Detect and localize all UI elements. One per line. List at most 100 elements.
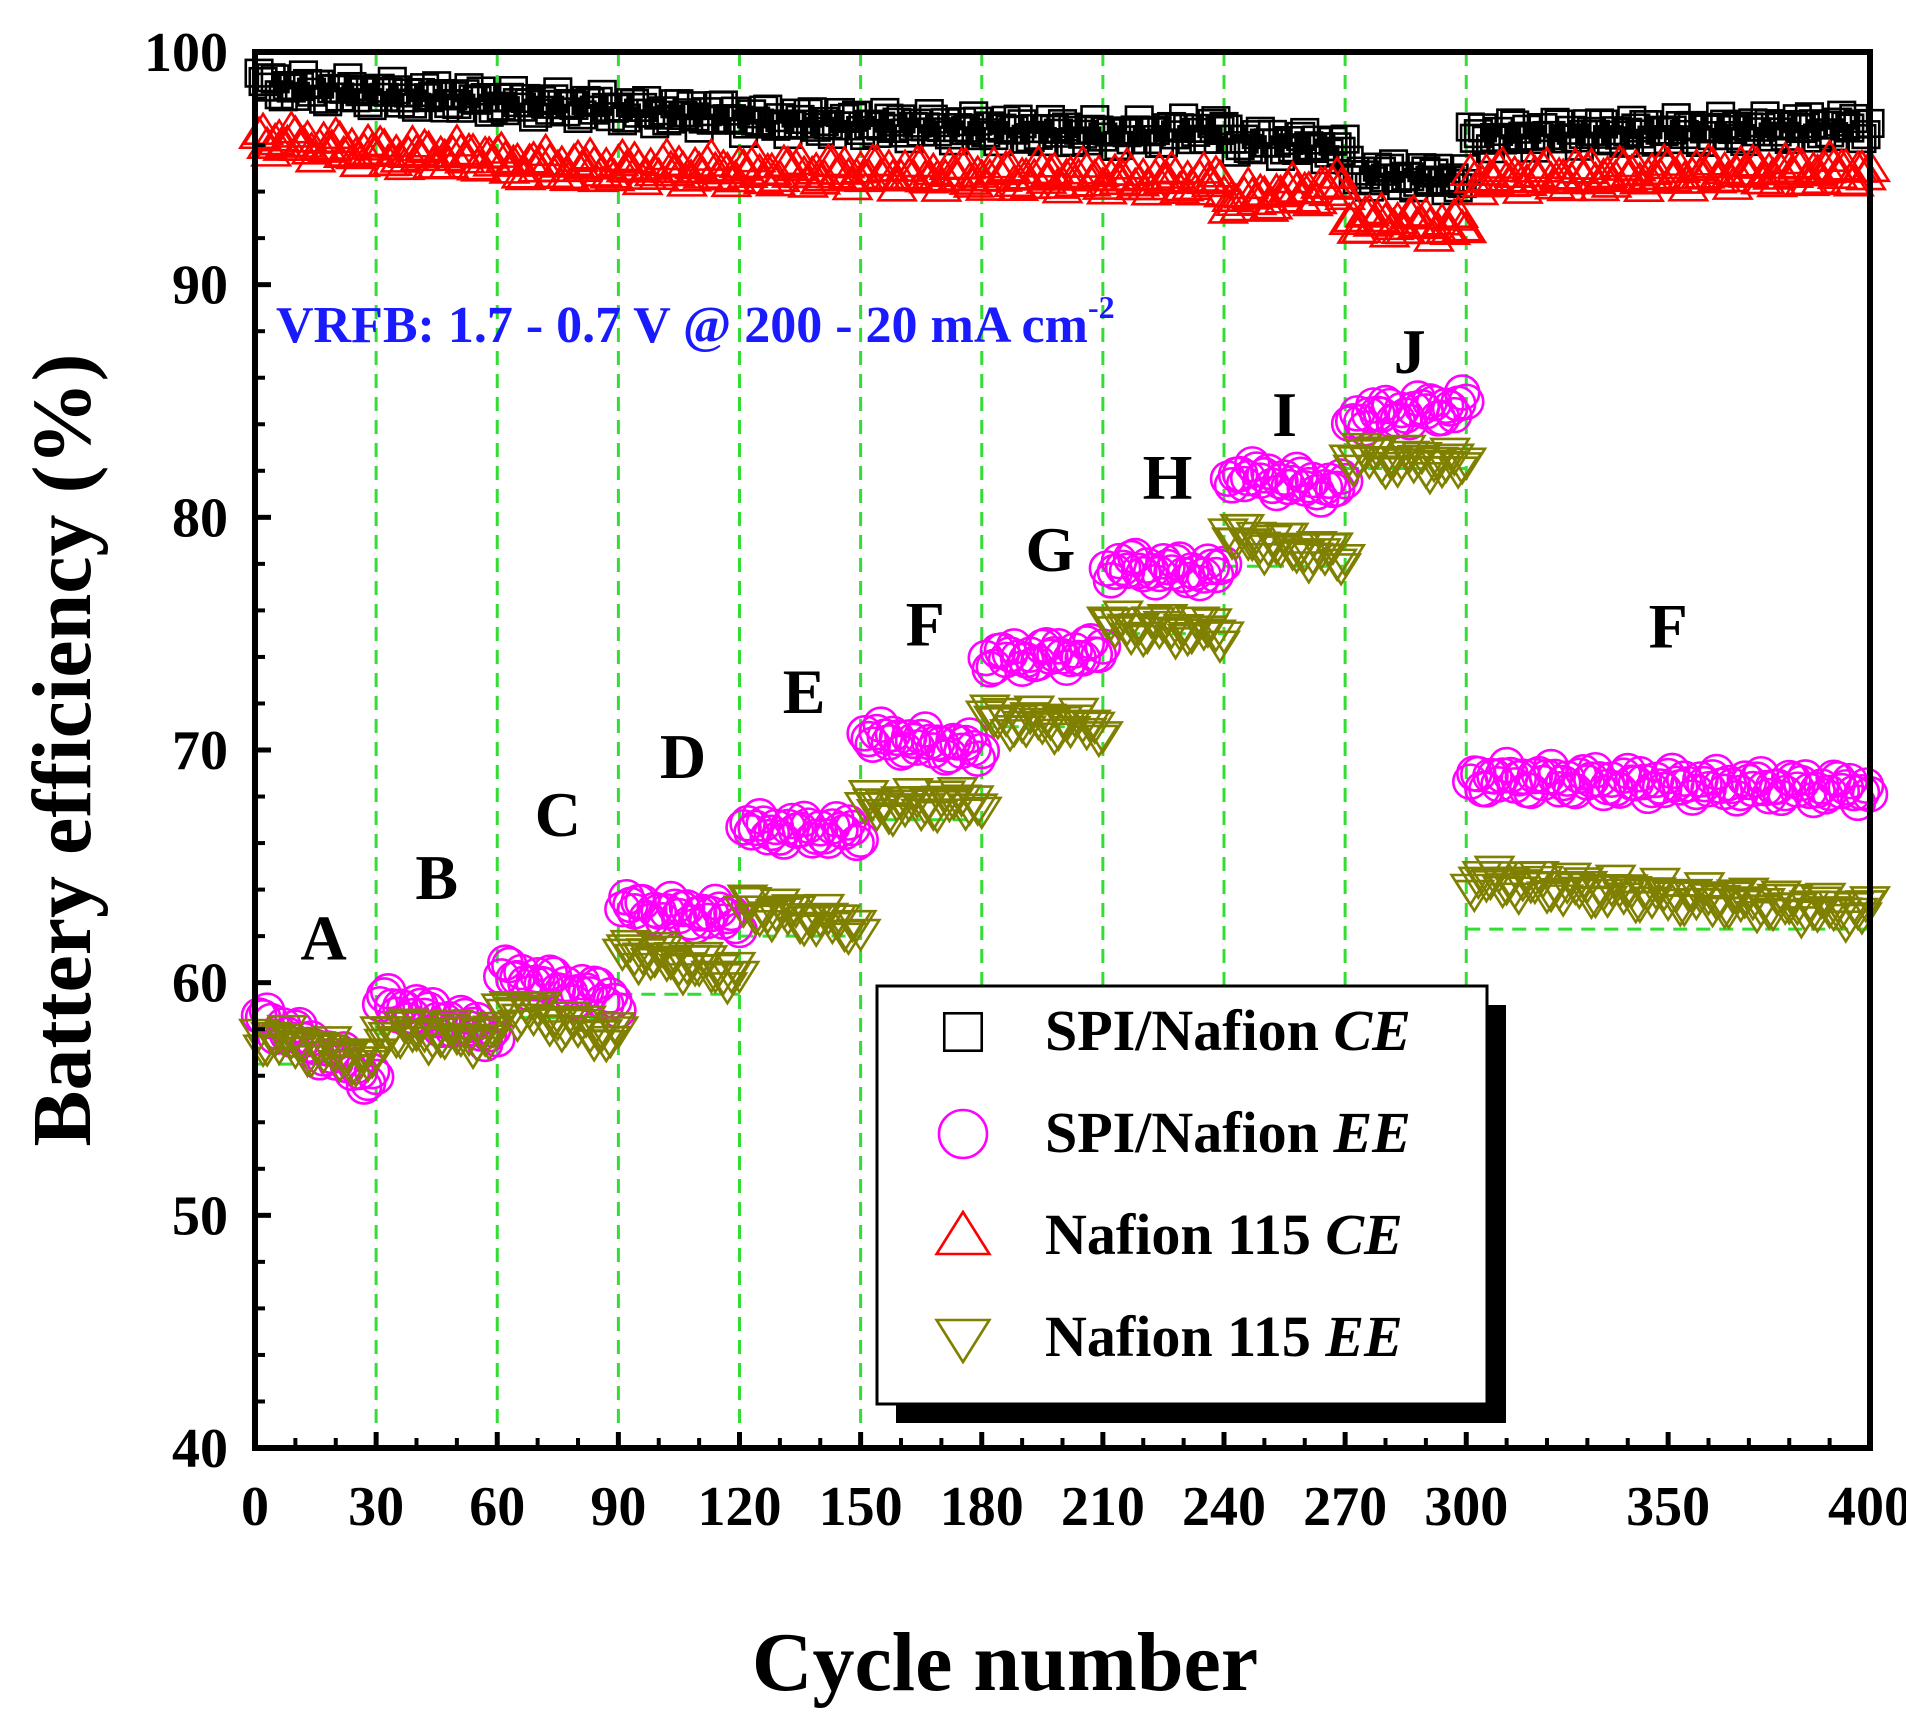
data-point	[932, 153, 975, 187]
data-point	[403, 1020, 446, 1054]
data-point	[1080, 636, 1118, 674]
data-point	[1186, 160, 1229, 195]
y-tick-label: 100	[144, 22, 228, 84]
data-point	[1433, 443, 1476, 477]
data-point	[959, 740, 997, 777]
series-spi-nafion-ce	[244, 58, 1885, 206]
data-point	[528, 142, 571, 176]
data-point	[1586, 154, 1629, 189]
data-point	[1270, 468, 1307, 506]
data-point	[351, 131, 394, 166]
data-point	[1081, 721, 1124, 755]
x-tick-label: 0	[241, 1476, 269, 1538]
x-tick-label: 400	[1828, 1476, 1906, 1538]
region-label-j: J	[1394, 316, 1426, 387]
data-point	[1198, 158, 1242, 193]
data-point	[831, 166, 874, 201]
data-point	[1065, 150, 1108, 185]
data-point	[1800, 886, 1843, 920]
data-point	[427, 1012, 470, 1047]
x-tick-label: 300	[1424, 1476, 1508, 1538]
data-point	[770, 894, 814, 928]
data-point	[1145, 543, 1182, 580]
data-point	[1445, 447, 1488, 481]
data-point	[653, 942, 696, 976]
data-point	[766, 145, 810, 179]
data-point	[1851, 120, 1881, 150]
legend-label: SPI/Nafion CE	[1045, 998, 1411, 1063]
region-label-d: D	[660, 721, 706, 792]
data-point	[1743, 161, 1787, 195]
data-point	[640, 893, 678, 930]
data-point	[1201, 548, 1239, 586]
x-tick-label: 210	[1061, 1476, 1145, 1538]
data-point	[484, 139, 527, 174]
region-label-e: E	[783, 656, 826, 727]
legend-label: Nafion 115 CE	[1045, 1202, 1403, 1267]
legend-box	[875, 984, 1489, 1406]
region-label-i: I	[1272, 379, 1297, 450]
x-tick-label: 180	[940, 1476, 1024, 1538]
data-point	[274, 114, 317, 148]
y-tick-label: 40	[172, 1418, 228, 1480]
data-point	[1505, 162, 1548, 197]
data-point	[338, 143, 382, 178]
region-label-h: H	[1143, 442, 1193, 513]
data-point	[838, 824, 875, 862]
data-point	[1165, 556, 1202, 594]
data-point	[1513, 871, 1556, 906]
data-point	[1149, 548, 1186, 586]
data-point	[1445, 209, 1488, 244]
data-point	[480, 130, 523, 164]
data-point	[769, 808, 807, 846]
data-point	[753, 814, 791, 852]
data-point	[298, 1031, 341, 1066]
y-tick-label: 50	[172, 1185, 228, 1247]
data-point	[1104, 549, 1142, 587]
data-point	[1695, 888, 1738, 922]
data-point	[1469, 158, 1512, 192]
data-point	[1037, 718, 1080, 753]
data-point	[1315, 155, 1359, 189]
data-point	[1649, 757, 1687, 795]
data-point	[682, 941, 725, 976]
data-point	[714, 951, 757, 986]
data-point	[1667, 168, 1710, 202]
annotation-superscript: -2	[1088, 289, 1115, 325]
data-point	[963, 732, 1001, 770]
data-point	[1828, 903, 1871, 938]
data-point	[1594, 864, 1637, 899]
data-point	[1760, 151, 1803, 186]
x-tick-label: 150	[819, 1476, 903, 1538]
legend-marker-triangle-down	[934, 1318, 992, 1365]
data-point	[734, 903, 777, 937]
data-point	[1291, 182, 1334, 217]
data-point	[1235, 521, 1278, 556]
region-label-g: G	[1025, 514, 1075, 585]
data-point	[1197, 556, 1235, 594]
condition-annotation: VRFB: 1.7 - 0.7 V @ 200 - 20 mA cm-2	[276, 289, 1115, 354]
data-point	[988, 148, 1032, 182]
data-point	[1647, 145, 1690, 180]
data-point	[1326, 462, 1364, 500]
region-label-f: F	[1649, 591, 1688, 662]
data-point	[1847, 767, 1885, 804]
data-point	[552, 142, 596, 177]
x-tick-label: 60	[469, 1476, 525, 1538]
data-point	[387, 134, 430, 169]
data-point	[924, 780, 967, 814]
data-point	[875, 168, 919, 202]
data-point	[799, 161, 842, 195]
y-tick-label: 60	[172, 953, 228, 1015]
data-point	[1694, 759, 1731, 796]
region-label-c: C	[535, 779, 581, 850]
data-point	[294, 139, 337, 173]
data-point	[956, 793, 999, 827]
data-point	[791, 154, 834, 189]
data-point	[547, 965, 585, 1003]
data-point	[795, 151, 838, 185]
data-point	[976, 707, 1019, 741]
x-axis-label: Cycle number	[752, 1616, 1258, 1709]
data-point	[1077, 724, 1120, 759]
